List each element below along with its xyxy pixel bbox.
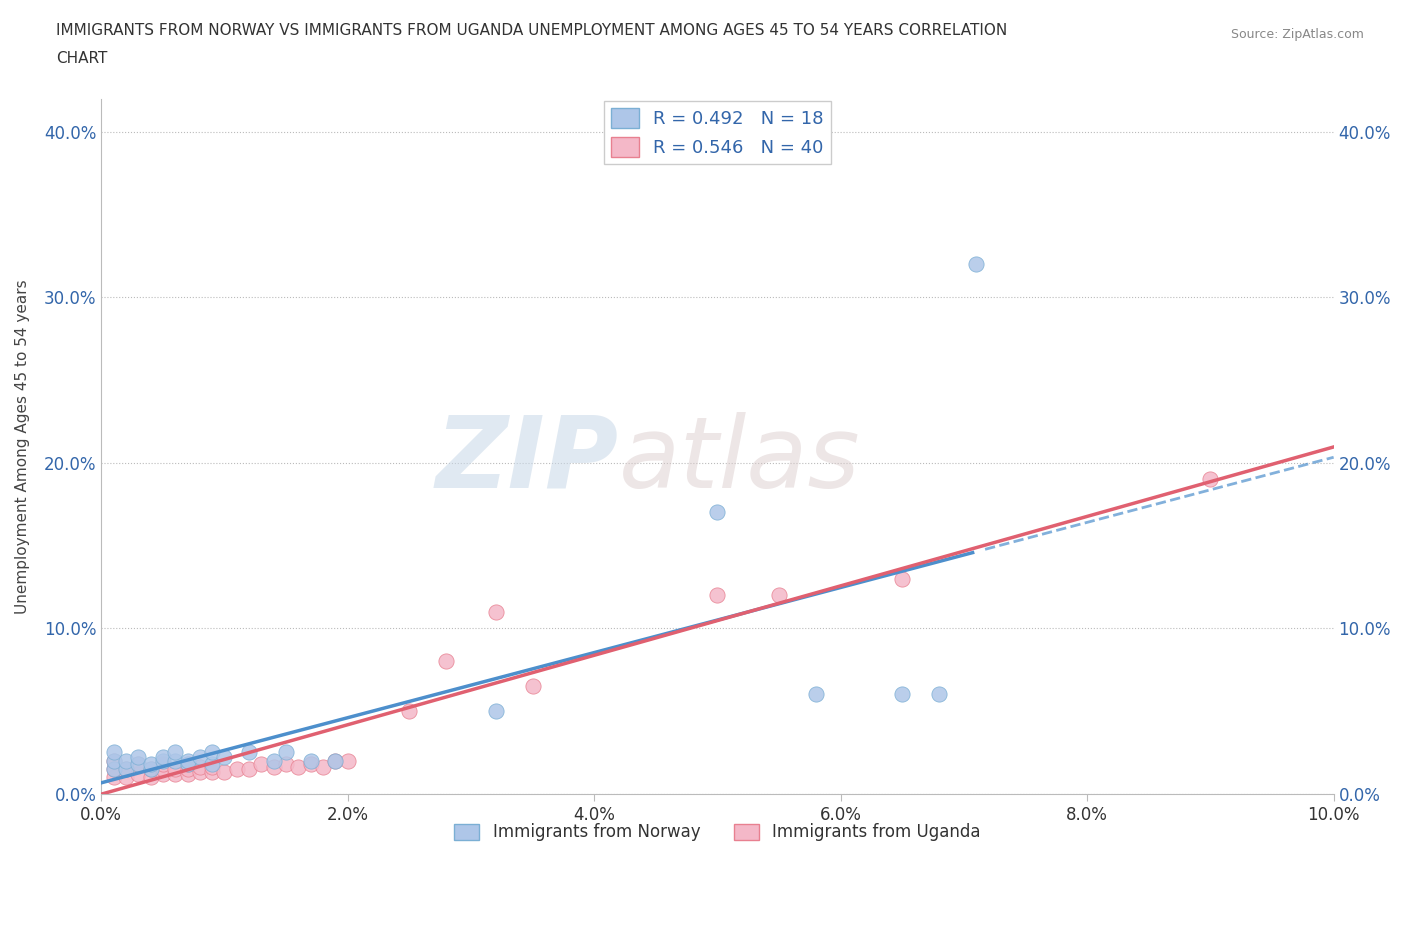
- Point: [115, 753, 138, 768]
- Point: [176, 753, 198, 768]
- Point: [263, 760, 285, 775]
- Point: [139, 762, 162, 777]
- Point: [522, 679, 544, 694]
- Point: [706, 505, 728, 520]
- Point: [804, 687, 827, 702]
- Point: [891, 687, 914, 702]
- Point: [201, 745, 224, 760]
- Point: [103, 753, 125, 768]
- Point: [214, 750, 236, 764]
- Point: [165, 753, 187, 768]
- Point: [152, 762, 174, 777]
- Point: [152, 753, 174, 768]
- Y-axis label: Unemployment Among Ages 45 to 54 years: Unemployment Among Ages 45 to 54 years: [15, 279, 30, 614]
- Point: [201, 764, 224, 779]
- Point: [127, 766, 149, 781]
- Point: [188, 760, 211, 775]
- Point: [139, 770, 162, 785]
- Point: [299, 753, 322, 768]
- Point: [250, 757, 273, 772]
- Point: [127, 757, 149, 772]
- Point: [165, 745, 187, 760]
- Text: atlas: atlas: [619, 412, 860, 509]
- Point: [768, 588, 790, 603]
- Point: [188, 764, 211, 779]
- Point: [336, 753, 359, 768]
- Point: [139, 757, 162, 772]
- Text: CHART: CHART: [56, 51, 108, 66]
- Point: [127, 757, 149, 772]
- Point: [139, 762, 162, 777]
- Point: [103, 770, 125, 785]
- Point: [274, 757, 297, 772]
- Point: [188, 750, 211, 764]
- Point: [152, 766, 174, 781]
- Point: [484, 604, 506, 619]
- Point: [299, 757, 322, 772]
- Point: [201, 757, 224, 772]
- Point: [287, 760, 309, 775]
- Point: [225, 762, 247, 777]
- Point: [152, 757, 174, 772]
- Point: [928, 687, 950, 702]
- Point: [201, 760, 224, 775]
- Point: [238, 745, 260, 760]
- Point: [484, 704, 506, 719]
- Point: [325, 753, 347, 768]
- Point: [965, 257, 987, 272]
- Point: [891, 571, 914, 586]
- Point: [152, 750, 174, 764]
- Point: [312, 760, 335, 775]
- Point: [1199, 472, 1222, 486]
- Point: [176, 757, 198, 772]
- Text: IMMIGRANTS FROM NORWAY VS IMMIGRANTS FROM UGANDA UNEMPLOYMENT AMONG AGES 45 TO 5: IMMIGRANTS FROM NORWAY VS IMMIGRANTS FRO…: [56, 23, 1008, 38]
- Point: [115, 770, 138, 785]
- Point: [103, 753, 125, 768]
- Point: [103, 762, 125, 777]
- Point: [103, 745, 125, 760]
- Point: [115, 762, 138, 777]
- Point: [115, 762, 138, 777]
- Point: [263, 753, 285, 768]
- Point: [176, 757, 198, 772]
- Point: [165, 766, 187, 781]
- Legend: Immigrants from Norway, Immigrants from Uganda: Immigrants from Norway, Immigrants from …: [447, 817, 987, 848]
- Point: [434, 654, 457, 669]
- Point: [238, 762, 260, 777]
- Point: [398, 704, 420, 719]
- Point: [165, 762, 187, 777]
- Point: [706, 588, 728, 603]
- Point: [176, 762, 198, 777]
- Point: [176, 766, 198, 781]
- Text: ZIP: ZIP: [436, 412, 619, 509]
- Text: Source: ZipAtlas.com: Source: ZipAtlas.com: [1230, 28, 1364, 41]
- Point: [103, 762, 125, 777]
- Point: [325, 753, 347, 768]
- Point: [274, 745, 297, 760]
- Point: [127, 750, 149, 764]
- Point: [214, 764, 236, 779]
